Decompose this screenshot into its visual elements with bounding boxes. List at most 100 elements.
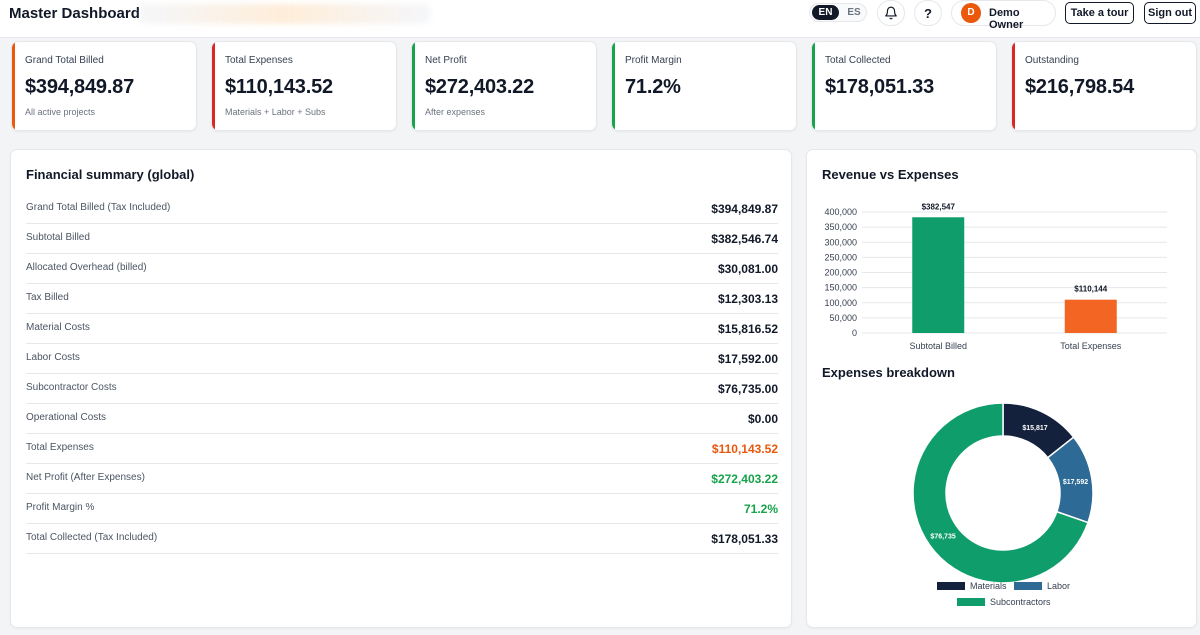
legend-label: Subcontractors xyxy=(990,597,1051,607)
kpi-label: Grand Total Billed xyxy=(25,55,104,66)
lang-es-button[interactable]: ES xyxy=(847,7,861,18)
avatar: D xyxy=(961,3,981,23)
kpi-subtext: Materials + Labor + Subs xyxy=(225,107,326,117)
bar xyxy=(912,217,965,333)
x-tick-label: Subtotal Billed xyxy=(909,341,967,351)
row-value: $382,546.74 xyxy=(711,232,778,246)
user-menu[interactable]: D Demo Owner xyxy=(951,0,1056,31)
table-row: Net Profit (After Expenses) $272,403.22 xyxy=(26,464,778,494)
kpi-value: $272,403.22 xyxy=(425,76,535,98)
kpi-subtext: All active projects xyxy=(25,107,96,117)
row-label: Net Profit (After Expenses) xyxy=(26,472,145,483)
kpi-label: Net Profit xyxy=(425,55,467,66)
kpi-card-grand-total-billed: Grand Total Billed $394,849.87 All activ… xyxy=(11,41,197,131)
row-label: Allocated Overhead (billed) xyxy=(26,262,147,273)
user-name: Demo Owner xyxy=(989,7,1024,31)
legend-swatch xyxy=(1014,582,1042,590)
bar xyxy=(1064,299,1117,333)
row-label: Total Collected (Tax Included) xyxy=(26,532,158,543)
row-value: $12,303.13 xyxy=(717,292,778,306)
legend-swatch xyxy=(957,598,985,606)
charts-panel: Revenue vs Expenses 0 50,000 100,000 150,00… xyxy=(806,149,1197,628)
help-button[interactable]: ? xyxy=(914,0,942,26)
y-tick-label: 100,000 xyxy=(824,298,857,308)
y-tick-label: 150,000 xyxy=(824,283,857,293)
row-value: 71.2% xyxy=(743,502,778,516)
row-label: Profit Margin % xyxy=(26,502,95,513)
row-value: $30,081.00 xyxy=(717,262,778,276)
bar-value-label: $110,144 xyxy=(1074,285,1107,294)
y-tick-label: 200,000 xyxy=(824,268,857,278)
take-tour-button[interactable]: Take a tour xyxy=(1065,2,1134,24)
kpi-card-total-collected: Total Collected $178,051.33 xyxy=(811,41,997,131)
kpi-card-profit-margin: Profit Margin 71.2% xyxy=(611,41,797,131)
row-label: Subtotal Billed xyxy=(26,232,90,243)
table-row: Total Collected (Tax Included) $178,051.… xyxy=(26,524,778,554)
kpi-label: Outstanding xyxy=(1025,55,1079,66)
table-row: Total Expenses $110,143.52 xyxy=(26,434,778,464)
row-label: Total Expenses xyxy=(26,442,94,453)
row-label: Subcontractor Costs xyxy=(26,382,117,393)
bar-value-label: $382,547 xyxy=(922,202,956,211)
table-row: Subcontractor Costs $76,735.00 xyxy=(26,374,778,404)
kpi-value: $110,143.52 xyxy=(225,76,333,98)
table-row: Subtotal Billed $382,546.74 xyxy=(26,224,778,254)
legend-swatch xyxy=(937,582,965,590)
financial-summary-panel: Financial summary (global) Grand Total B… xyxy=(10,149,792,628)
row-value: $178,051.33 xyxy=(711,532,778,546)
row-label: Grand Total Billed (Tax Included) xyxy=(26,202,171,213)
row-value: $76,735.00 xyxy=(717,382,778,396)
bell-icon xyxy=(885,6,897,20)
slice-value-label: $17,592 xyxy=(1063,479,1088,486)
slice-value-label: $15,817 xyxy=(1022,425,1047,432)
question-icon: ? xyxy=(924,5,932,21)
slice-value-label: $76,735 xyxy=(930,534,955,541)
revenue-vs-expenses-chart: 0 50,000 100,000 150,000 200,000 250,000 300,0… xyxy=(824,202,1167,351)
kpi-label: Total Collected xyxy=(825,55,891,66)
table-row: Grand Total Billed (Tax Included) $394,8… xyxy=(26,194,778,224)
table-row: Profit Margin % 71.2% xyxy=(26,494,778,524)
page-title: Master Dashboard xyxy=(9,5,140,22)
table-row: Tax Billed $12,303.13 xyxy=(26,284,778,314)
language-toggle[interactable]: EN ES xyxy=(809,3,867,22)
kpi-value: 71.2% xyxy=(625,76,681,98)
kpi-value: $394,849.87 xyxy=(25,76,135,98)
kpi-card-total-expenses: Total Expenses $110,143.52 Materials + L… xyxy=(211,41,397,131)
kpi-label: Total Expenses xyxy=(225,55,293,66)
blurred-breadcrumb xyxy=(140,4,430,24)
kpi-value: $216,798.54 xyxy=(1025,76,1135,98)
kpi-label: Profit Margin xyxy=(625,55,682,66)
kpi-card-net-profit: Net Profit $272,403.22 After expenses xyxy=(411,41,597,131)
y-tick-label: 300,000 xyxy=(824,237,857,247)
donut-slice xyxy=(912,402,1089,584)
financial-summary-title: Financial summary (global) xyxy=(26,167,195,182)
notifications-button[interactable] xyxy=(877,0,905,26)
bar-chart-title: Revenue vs Expenses xyxy=(822,167,959,182)
expenses-breakdown-chart: $15,817 $17,592 $76,735 Materials Labor Subco… xyxy=(912,402,1094,607)
donut-chart-title: Expenses breakdown xyxy=(822,365,955,380)
row-value: $110,143.52 xyxy=(711,442,778,456)
y-tick-label: 350,000 xyxy=(824,222,857,232)
lang-en-button[interactable]: EN xyxy=(812,5,839,20)
kpi-subtext: After expenses xyxy=(425,107,486,117)
row-label: Labor Costs xyxy=(26,352,80,363)
row-label: Material Costs xyxy=(26,322,90,333)
row-value: $0.00 xyxy=(747,412,778,426)
legend-label: Materials xyxy=(970,581,1007,591)
table-row: Operational Costs $0.00 xyxy=(26,404,778,434)
row-value: $272,403.22 xyxy=(711,472,778,486)
table-row: Allocated Overhead (billed) $30,081.00 xyxy=(26,254,778,284)
x-tick-label: Total Expenses xyxy=(1060,341,1122,351)
kpi-value: $178,051.33 xyxy=(825,76,935,98)
sign-out-button[interactable]: Sign out xyxy=(1144,2,1196,24)
row-value: $15,816.52 xyxy=(717,322,778,336)
legend-label: Labor xyxy=(1047,581,1070,591)
row-label: Operational Costs xyxy=(26,412,107,423)
y-tick-label: 0 xyxy=(852,328,857,338)
y-tick-label: 50,000 xyxy=(829,313,857,323)
row-value: $17,592.00 xyxy=(717,352,778,366)
top-bar: Master Dashboard EN ES ? D Demo Owner Ta… xyxy=(0,0,1200,38)
row-label: Tax Billed xyxy=(26,292,69,303)
table-row: Material Costs $15,816.52 xyxy=(26,314,778,344)
kpi-card-outstanding: Outstanding $216,798.54 xyxy=(1011,41,1197,131)
